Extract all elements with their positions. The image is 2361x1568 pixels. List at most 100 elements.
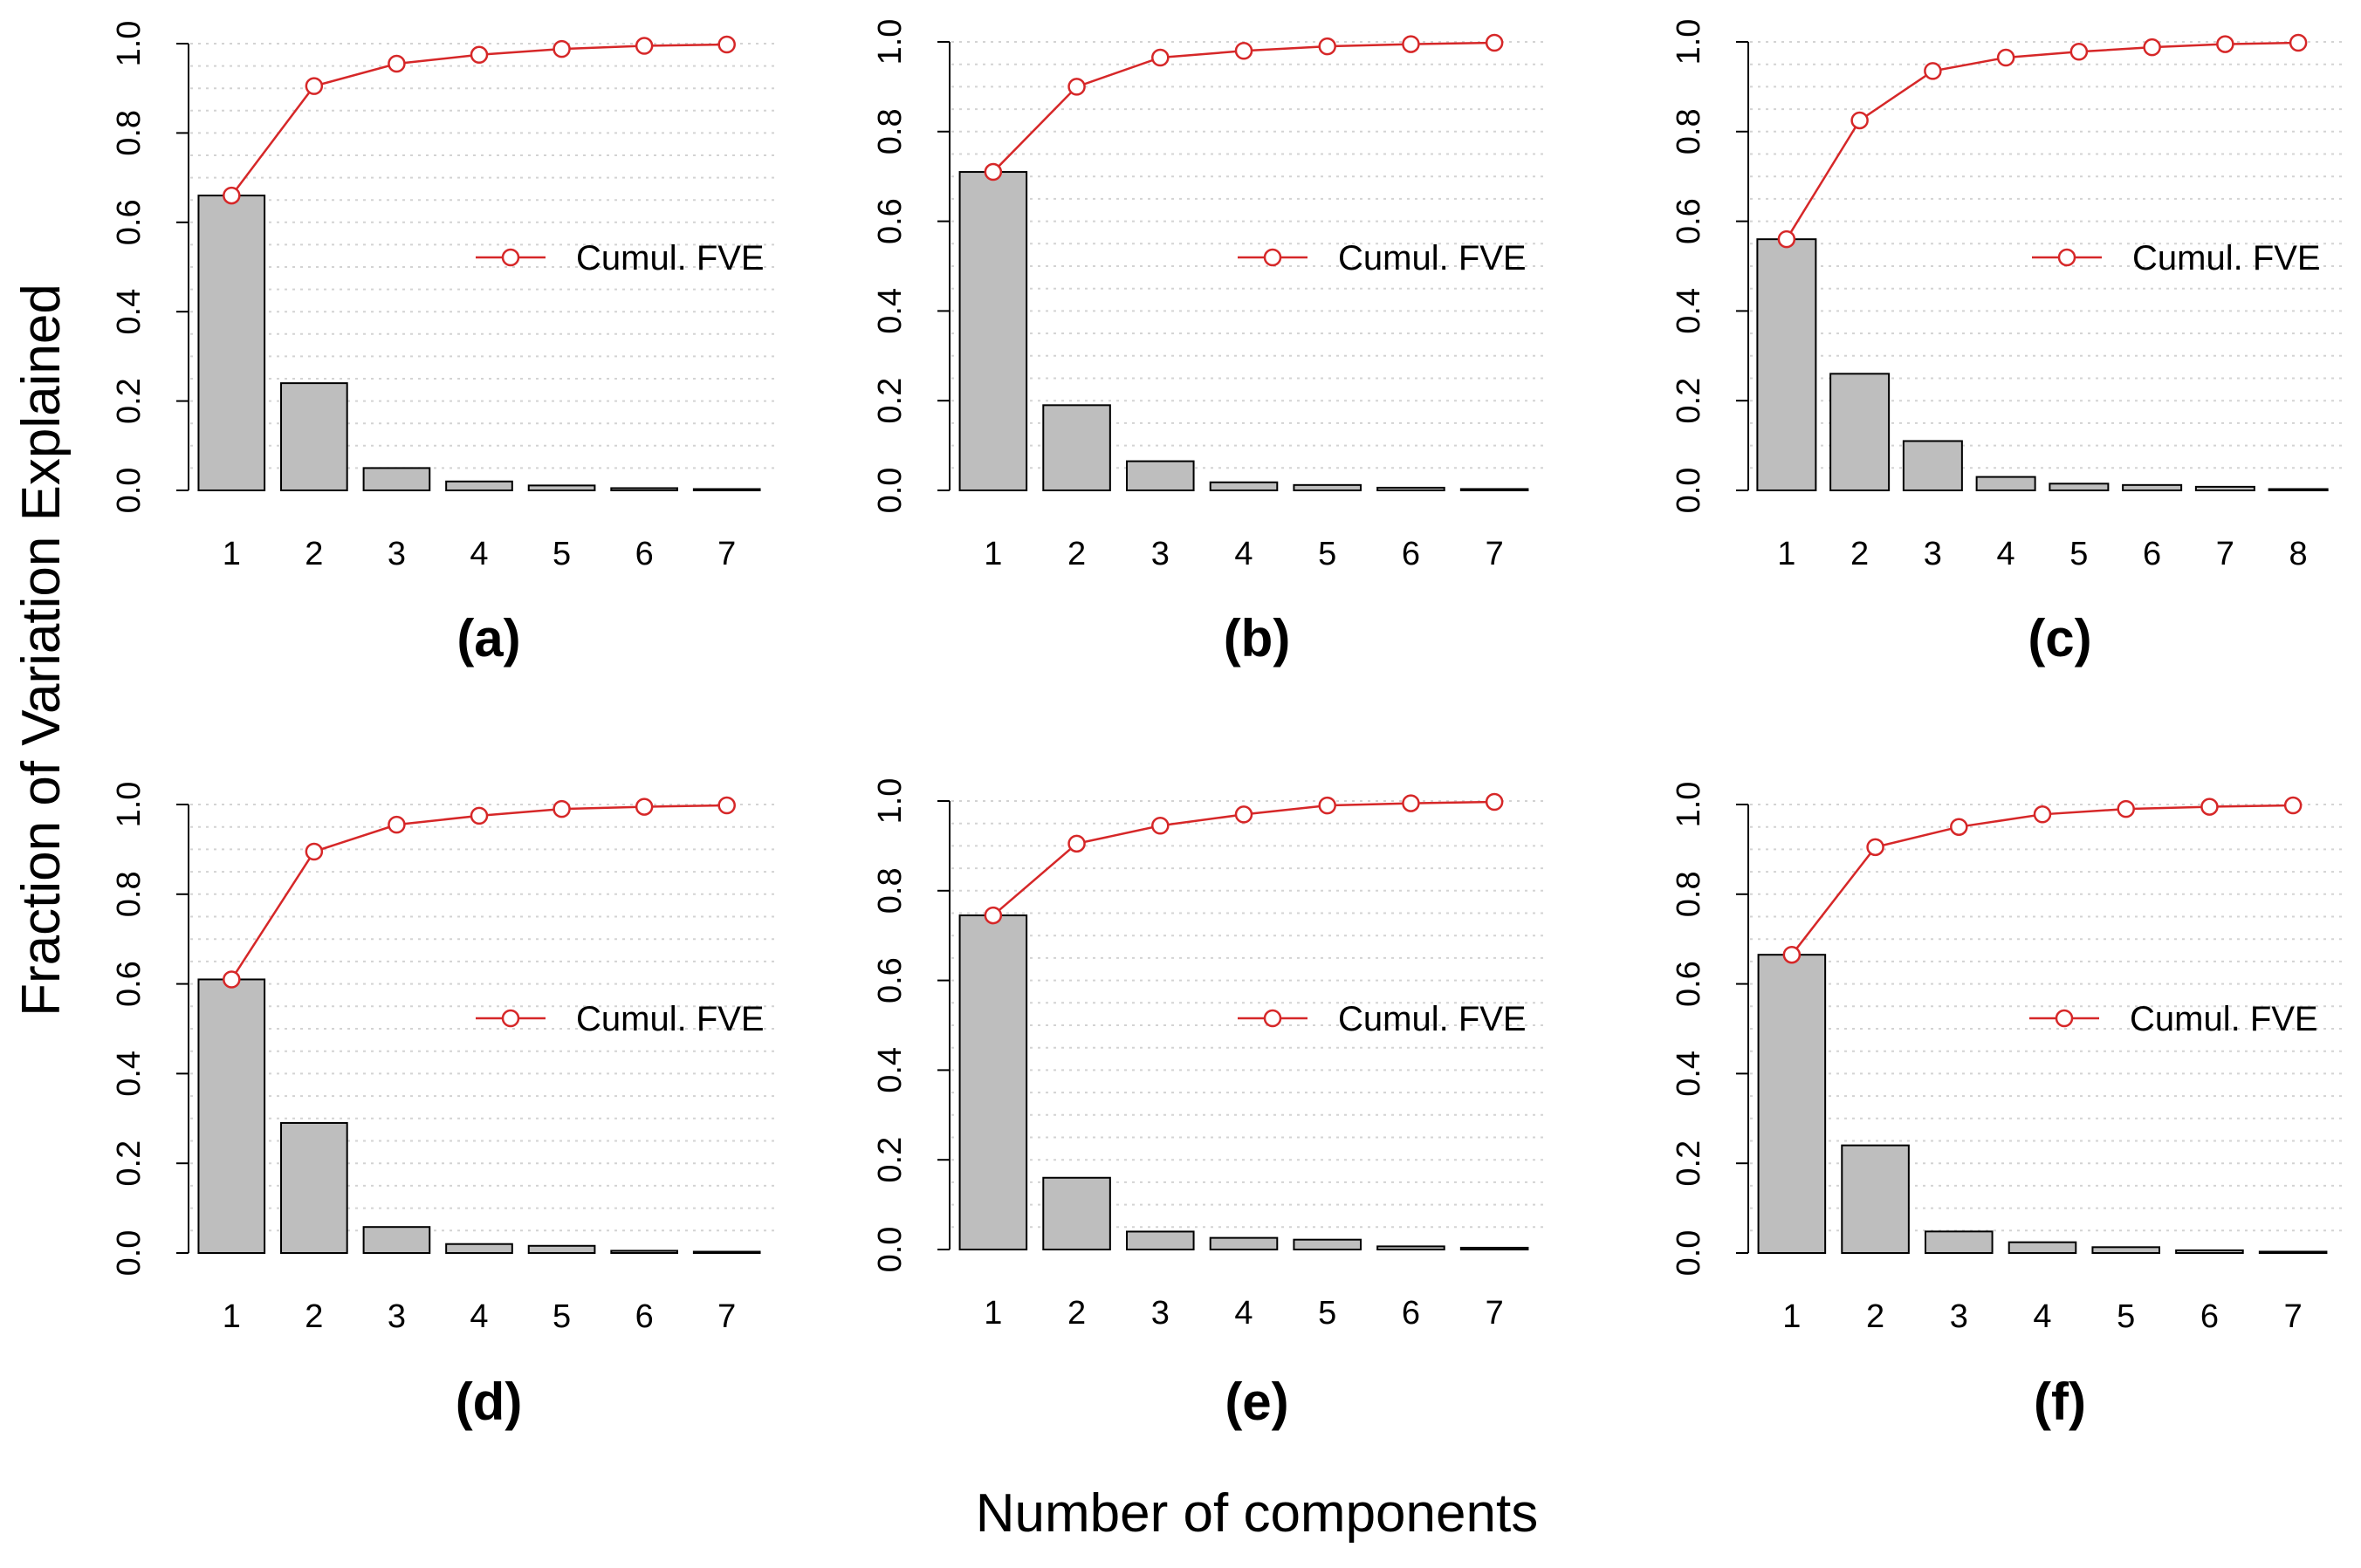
x-tick-label: 4 [470, 1298, 488, 1335]
cumulative-point [305, 77, 324, 95]
x-tick-label: 4 [2033, 1298, 2051, 1335]
y-tick-label: 1.0 [872, 19, 909, 65]
cumulative-line [1790, 804, 2294, 955]
legend: Cumul. FVE [476, 239, 765, 277]
bar [1042, 404, 1111, 491]
x-tick-label: 4 [1234, 1295, 1253, 1332]
bar [1209, 481, 1279, 491]
y-tick-label: 0.6 [1671, 961, 1707, 1007]
legend-label: Cumul. FVE [1338, 239, 1527, 277]
y-tick-label: 0.6 [872, 957, 909, 1003]
legend-label: Cumul. FVE [1338, 1000, 1527, 1038]
bar [2194, 485, 2255, 492]
bar [280, 382, 348, 491]
chart-panel: 0.0 0.2 0.4 0.6 0.8 1.0 1 2 3 4 5 6 7 Cumul. FVE (d) [111, 782, 777, 1431]
cumulative-point [1996, 48, 2015, 67]
x-tick-label: 5 [1318, 536, 1336, 572]
bar [610, 487, 678, 492]
y-tick-label: 0.0 [1671, 468, 1707, 514]
bar [2258, 1250, 2328, 1255]
bar [445, 480, 513, 492]
x-tick-label: 1 [223, 1298, 241, 1335]
bar [527, 1244, 596, 1255]
bar [2175, 1249, 2244, 1255]
cumulative-point [1318, 37, 1336, 56]
cumulative-point [1402, 794, 1420, 812]
y-tick-label: 0.6 [111, 199, 148, 245]
bar [1126, 1230, 1195, 1250]
cumulative-point [1402, 35, 1420, 53]
cumulative-point [470, 45, 489, 65]
bar [2091, 1246, 2160, 1254]
x-tick-label: 5 [553, 536, 571, 572]
cumulative-point [635, 37, 654, 55]
x-tick-label: 6 [1402, 1295, 1420, 1332]
cumulative-point [2117, 799, 2135, 818]
cumulative-point [470, 806, 489, 825]
panel-label: (f) [2034, 1373, 2086, 1431]
x-tick-label: 2 [1067, 536, 1086, 572]
x-tick-label: 8 [2289, 536, 2308, 572]
x-tick-label: 2 [1067, 1295, 1086, 1332]
y-tick-label: 0.4 [872, 288, 909, 334]
bar [2122, 483, 2183, 491]
bar [1902, 440, 1963, 491]
bar [2268, 488, 2329, 491]
x-tick-label: 2 [1866, 1298, 1884, 1335]
cumulative-point [2289, 33, 2308, 52]
bar [1756, 238, 1817, 491]
legend-marker [1263, 1009, 1282, 1028]
x-tick-label: 1 [1777, 536, 1795, 572]
cumulative-point [553, 799, 571, 818]
cumulative-point [2033, 805, 2052, 824]
bar [1042, 1176, 1111, 1251]
cumulative-point [2143, 38, 2161, 57]
y-tick-label: 0.8 [1671, 108, 1707, 154]
y-axis-title: Fraction of Variation Explained [11, 284, 72, 1017]
legend-label: Cumul. FVE [2132, 239, 2321, 277]
cumulative-point [2069, 43, 2089, 61]
cumulative-point [2283, 796, 2303, 815]
x-tick-label: 4 [1234, 536, 1253, 572]
x-tick-label: 4 [1997, 536, 2015, 572]
legend: Cumul. FVE [1238, 1000, 1527, 1038]
bar [1376, 1245, 1445, 1250]
y-tick-label: 0.6 [872, 198, 909, 244]
legend: Cumul. FVE [2032, 239, 2321, 277]
y-tick-label: 1.0 [111, 21, 148, 67]
x-tick-label: 5 [553, 1298, 571, 1335]
x-tick-label: 7 [1486, 536, 1504, 572]
y-tick-label: 1.0 [111, 782, 148, 828]
x-tick-label: 7 [717, 536, 736, 572]
chart-panel: 0.0 0.2 0.4 0.6 0.8 1.0 1 2 3 4 5 6 7 Cumul. FVE (a) [111, 21, 777, 668]
y-tick-label: 0.2 [111, 378, 148, 424]
bar [1841, 1144, 1910, 1255]
y-tick-label: 1.0 [1671, 19, 1707, 65]
cumulative-point [553, 39, 571, 58]
x-tick-label: 5 [1318, 1295, 1336, 1332]
chart-panel: 0.0 0.2 0.4 0.6 0.8 1.0 1 2 3 4 5 6 7 Cumul. FVE (f) [1671, 782, 2344, 1431]
chart-panel: 0.0 0.2 0.4 0.6 0.8 1.0 1 2 3 4 5 6 7 Cumul. FVE (e) [872, 778, 1545, 1431]
bar [527, 484, 596, 491]
x-tick-label: 2 [1850, 536, 1869, 572]
cumulative-point [2200, 798, 2219, 816]
cumulative-point [388, 815, 406, 834]
x-tick-label: 5 [2069, 536, 2088, 572]
legend-marker [2055, 1009, 2074, 1028]
x-axis-title: Number of components [976, 1483, 1538, 1544]
bar [1209, 1236, 1279, 1250]
x-tick-label: 6 [1402, 536, 1420, 572]
bar [1975, 476, 2036, 492]
legend: Cumul. FVE [2029, 1000, 2318, 1038]
bar [1293, 483, 1362, 491]
chart-panel: 0.0 0.2 0.4 0.6 0.8 1.0 1 2 3 4 5 6 7 Cumul. FVE (b) [872, 19, 1545, 668]
y-tick-label: 0.4 [872, 1047, 909, 1093]
x-tick-label: 3 [1924, 536, 1942, 572]
bar [1376, 486, 1445, 492]
y-tick-label: 0.4 [1671, 1051, 1707, 1097]
cumulative-point [223, 186, 241, 205]
legend: Cumul. FVE [1238, 239, 1527, 277]
bar [2008, 1241, 2077, 1254]
x-tick-label: 1 [223, 536, 241, 572]
